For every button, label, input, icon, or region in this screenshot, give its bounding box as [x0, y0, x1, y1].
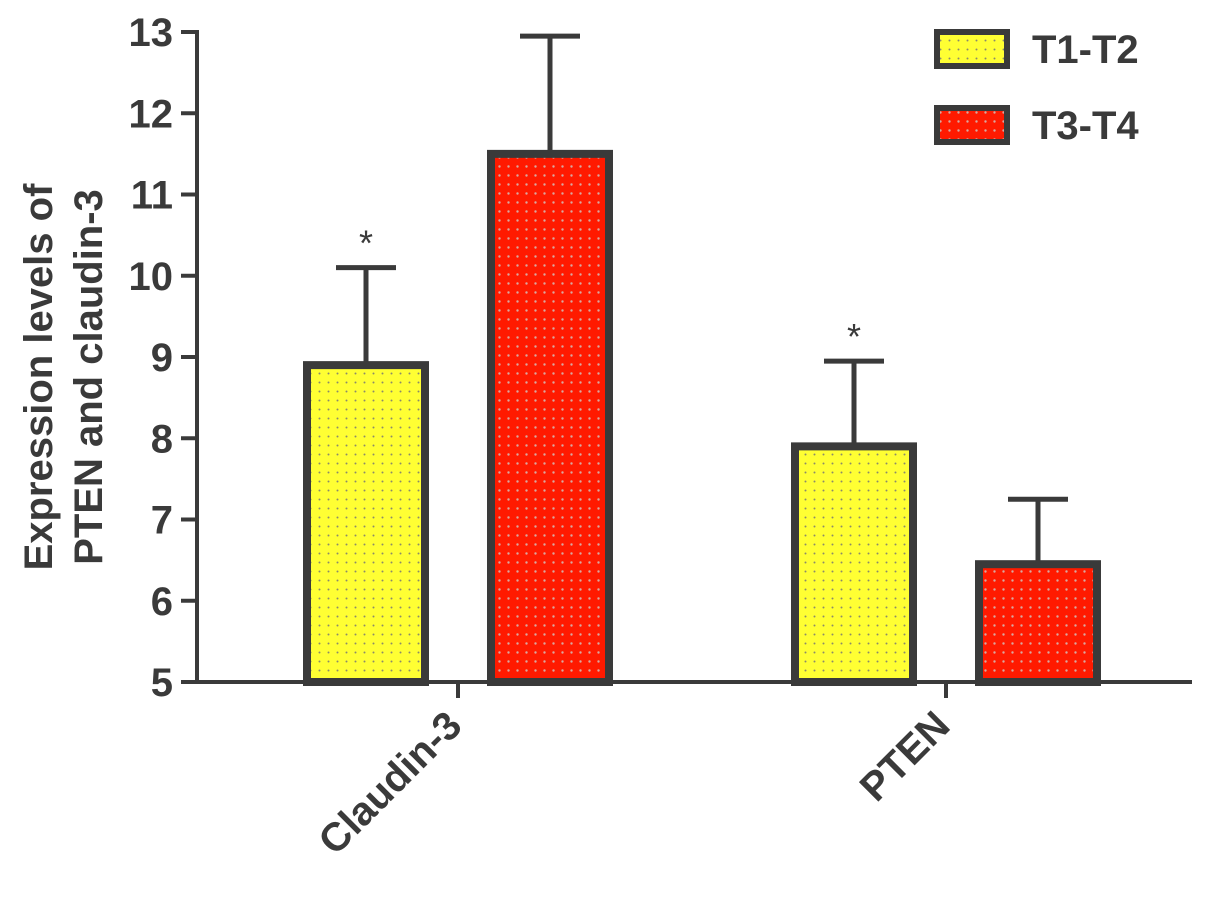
legend-label: T1-T2 — [1032, 28, 1139, 72]
legend: T1-T2 T3-T4 — [934, 28, 1139, 148]
legend-label: T3-T4 — [1032, 104, 1139, 148]
bar — [975, 560, 1101, 686]
y-tick-label: 7 — [151, 499, 173, 543]
y-tick-label: 6 — [151, 580, 173, 624]
x-category-label: Claudin-3 — [310, 703, 470, 863]
legend-swatch — [934, 105, 1010, 145]
bar — [303, 361, 429, 686]
y-tick-label: 5 — [151, 661, 173, 705]
y-tick-label: 9 — [151, 336, 173, 380]
bars: ** — [303, 33, 1101, 686]
y-tick-label: 12 — [129, 92, 174, 136]
bar — [487, 149, 613, 686]
legend-swatch — [934, 29, 1010, 69]
y-tick-label: 8 — [151, 417, 173, 461]
y-tick-label: 13 — [129, 11, 174, 55]
x-category-label: PTEN — [852, 703, 959, 810]
significance-marker: * — [847, 316, 861, 357]
y-axis-title: Expression levels of — [17, 183, 61, 571]
bar — [791, 442, 917, 686]
y-axis-title: PTEN and claudin-3 — [67, 189, 111, 565]
y-tick-label: 10 — [129, 255, 174, 299]
y-tick-label: 11 — [131, 174, 173, 218]
significance-marker: * — [359, 223, 373, 264]
